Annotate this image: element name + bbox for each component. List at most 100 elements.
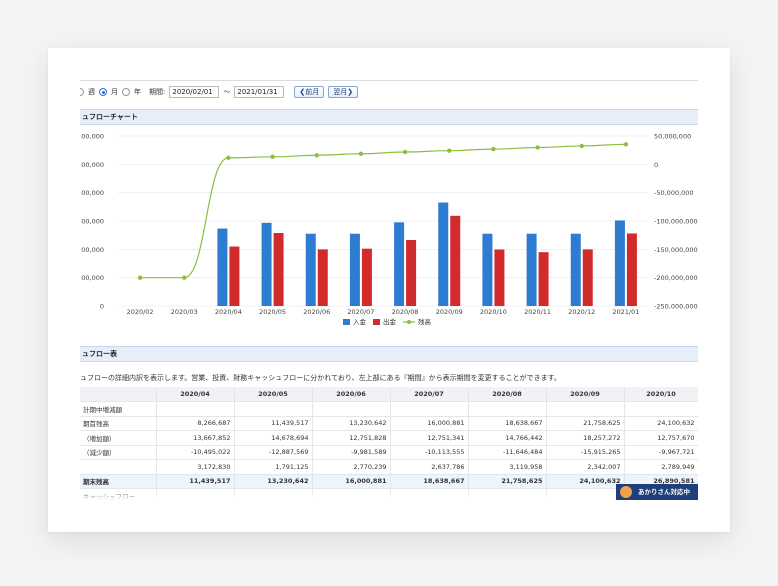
row-label: 期首残高 xyxy=(80,416,157,431)
table-cell: 18,638,667 xyxy=(390,473,469,489)
app-viewport: 週 月 年 期間: 2020/02/01 〜 2021/01/31 ❮前月 翌月… xyxy=(80,80,698,500)
right-axis-tick-label: -200,000,000 xyxy=(654,274,698,282)
chat-support-label: あかりさん対応中 xyxy=(638,488,690,496)
table-cell: 8,266,687 xyxy=(156,416,235,431)
column-header: 2020/06 xyxy=(312,387,391,402)
next-month-button[interactable]: 翌月❯ xyxy=(328,86,359,98)
x-axis-tick-label: 2021/01 xyxy=(612,308,639,316)
balance-point xyxy=(226,155,231,161)
left-axis-tick-label: 00,000 xyxy=(81,161,104,169)
bar-income xyxy=(526,233,537,306)
x-axis-tick-label: 2020/07 xyxy=(347,308,374,316)
table-cell: 2,637,786 xyxy=(390,459,469,475)
screenshot-card: 週 月 年 期間: 2020/02/01 〜 2021/01/31 ❮前月 翌月… xyxy=(48,48,730,532)
table-cell: 11,439,517 xyxy=(156,473,235,489)
table-cell: 14,678,694 xyxy=(234,430,313,446)
row-label: （減少額） xyxy=(80,445,157,460)
table-cell: 11,439,517 xyxy=(234,416,313,431)
table-cell: 2,789,949 xyxy=(624,459,698,475)
column-header: 2020/08 xyxy=(468,387,547,402)
column-header xyxy=(80,387,157,402)
table-cell: 14,766,442 xyxy=(468,430,547,446)
table-cell xyxy=(234,401,313,417)
radio-month[interactable] xyxy=(99,88,107,96)
x-axis-tick-label: 2020/12 xyxy=(568,308,595,316)
right-axis-tick-label: -50,000,000 xyxy=(654,189,694,197)
end-date-input[interactable]: 2021/01/31 xyxy=(234,86,285,98)
table-cell: 13,230,642 xyxy=(234,473,313,489)
period-toolbar: 週 月 年 期間: 2020/02/01 〜 2021/01/31 ❮前月 翌月… xyxy=(80,85,698,99)
row-label: （増加額） xyxy=(80,430,157,446)
period-label: 期間: xyxy=(149,88,166,96)
balance-point xyxy=(447,148,452,153)
left-axis-tick-label: 00,000 xyxy=(81,218,104,226)
column-header: 2020/05 xyxy=(234,387,313,402)
table-cell: -9,981,589 xyxy=(312,445,391,460)
bar-expense xyxy=(626,233,637,306)
right-axis-tick-label: 50,000,000 xyxy=(654,133,691,141)
bar-expense xyxy=(450,215,461,306)
table-row: 3,172,830 1,791,125 2,770,239 2,637,786 3,11… xyxy=(80,459,698,475)
table-cell: 24,100,632 xyxy=(546,473,625,489)
table-cell xyxy=(468,401,547,417)
start-date-input[interactable]: 2020/02/01 xyxy=(169,86,220,98)
bar-income xyxy=(349,233,360,306)
balance-point xyxy=(623,142,629,147)
x-axis-tick-label: 2020/03 xyxy=(171,308,198,316)
table-cell: 21,758,625 xyxy=(546,416,625,431)
date-range-separator: 〜 xyxy=(223,88,231,96)
x-axis-tick-label: 2020/08 xyxy=(392,308,419,316)
bar-income xyxy=(217,228,228,306)
legend-swatch-expense xyxy=(373,319,380,325)
balance-point xyxy=(358,151,364,156)
radio-week[interactable] xyxy=(80,88,84,96)
right-axis-tick-label: -150,000,000 xyxy=(654,246,698,254)
table-cell: 12,751,828 xyxy=(312,430,391,446)
table-cell: 2,342,007 xyxy=(546,459,625,475)
table-cell: 2,770,239 xyxy=(312,459,391,475)
prev-month-button[interactable]: ❮前月 xyxy=(294,86,325,98)
balance-point xyxy=(182,275,187,280)
row-label xyxy=(80,459,157,475)
balance-point xyxy=(270,154,275,160)
left-axis-tick-label: 00,000 xyxy=(81,246,104,254)
x-axis-tick-label: 2020/06 xyxy=(303,308,330,316)
bar-income xyxy=(394,222,405,306)
bar-expense xyxy=(361,248,372,306)
bar-expense xyxy=(317,249,328,306)
right-axis-tick-label: -100,000,000 xyxy=(654,218,698,226)
table-cell: -10,495,022 xyxy=(156,445,235,460)
x-axis-tick-label: 2020/04 xyxy=(215,308,242,316)
x-axis-tick-label: 2020/11 xyxy=(524,308,551,316)
table-cell xyxy=(390,401,469,417)
x-axis-tick-label: 2020/09 xyxy=(436,308,463,316)
table-cell: 21,758,625 xyxy=(468,473,547,489)
bar-expense xyxy=(538,252,549,306)
bar-expense xyxy=(582,249,593,306)
cashflow-chart: 00,000 00,000 00,000 00,000 00,000 00,000 0 50… xyxy=(81,133,698,327)
table-cell: -10,113,555 xyxy=(390,445,469,460)
balance-point xyxy=(402,149,408,155)
bottom-fade xyxy=(80,492,698,500)
bar-expense xyxy=(273,232,284,306)
bar-income xyxy=(305,233,316,306)
operator-avatar-icon xyxy=(620,486,632,498)
table-section-header: ュフロー表 xyxy=(80,346,698,362)
row-label: 計期中増減額 xyxy=(80,401,157,417)
x-axis-tick-label: 2020/10 xyxy=(480,308,507,316)
bar-income xyxy=(570,233,581,306)
table-row: 計期中増減額 xyxy=(80,401,698,417)
table-cell xyxy=(156,401,235,417)
bar-expense xyxy=(494,249,505,306)
legend-label-balance: 残高 xyxy=(418,317,432,326)
column-header: 2020/09 xyxy=(546,387,625,402)
balance-point xyxy=(137,275,143,280)
x-axis-tick-label: 2020/05 xyxy=(259,308,286,316)
table-cell: 18,257,272 xyxy=(546,430,625,446)
chat-support-button[interactable]: あかりさん対応中 xyxy=(616,484,698,500)
table-cell: 16,000,881 xyxy=(312,473,391,489)
table-cell: 13,667,852 xyxy=(156,430,235,446)
bar-expense xyxy=(406,240,417,306)
table-cell xyxy=(312,401,391,417)
radio-year[interactable] xyxy=(122,88,130,96)
